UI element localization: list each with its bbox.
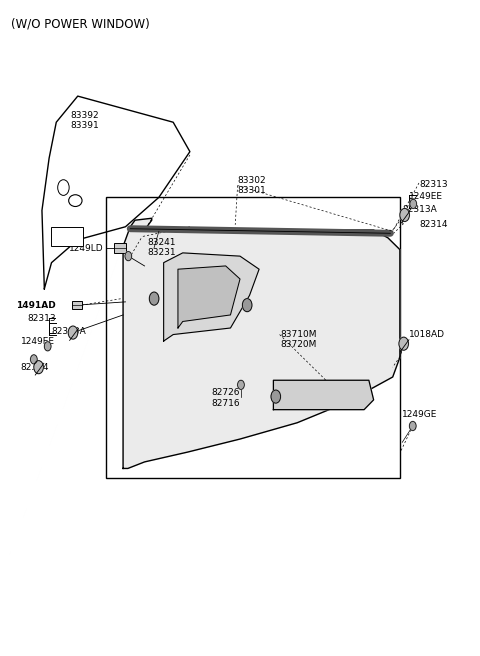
- Text: 82726
82716: 82726 82716: [211, 388, 240, 407]
- Text: 83710M
83720M: 83710M 83720M: [281, 330, 317, 350]
- Circle shape: [34, 361, 43, 374]
- Text: 82313: 82313: [419, 180, 447, 189]
- Circle shape: [125, 251, 132, 260]
- Text: 1249LD: 1249LD: [70, 244, 104, 253]
- Circle shape: [68, 326, 78, 339]
- Polygon shape: [274, 380, 373, 409]
- Text: 82313A: 82313A: [402, 205, 437, 214]
- Text: 1249EE: 1249EE: [21, 337, 54, 346]
- Circle shape: [271, 390, 281, 403]
- Text: 82313A: 82313A: [51, 327, 86, 336]
- Bar: [72, 301, 82, 310]
- Circle shape: [31, 355, 37, 364]
- Bar: [107, 197, 400, 478]
- Text: 82314: 82314: [419, 220, 447, 230]
- Polygon shape: [164, 253, 259, 341]
- Text: 1491AD: 1491AD: [16, 300, 56, 310]
- Circle shape: [399, 337, 408, 350]
- Circle shape: [409, 421, 416, 430]
- Text: 1249GE: 1249GE: [402, 410, 438, 419]
- Text: 82314: 82314: [21, 363, 49, 372]
- Bar: [51, 227, 83, 247]
- Polygon shape: [178, 266, 240, 328]
- Ellipse shape: [69, 195, 82, 207]
- Circle shape: [238, 380, 244, 390]
- Circle shape: [242, 298, 252, 312]
- Text: 1018AD: 1018AD: [409, 330, 445, 339]
- Text: 82313: 82313: [28, 314, 56, 323]
- Text: 1249EE: 1249EE: [409, 192, 444, 201]
- Text: 83241
83231: 83241 83231: [147, 238, 176, 257]
- Polygon shape: [123, 218, 400, 468]
- Text: (W/O POWER WINDOW): (W/O POWER WINDOW): [11, 18, 150, 31]
- Circle shape: [410, 199, 417, 209]
- Circle shape: [400, 209, 409, 222]
- Text: 83392
83391: 83392 83391: [71, 111, 99, 130]
- Circle shape: [44, 342, 51, 351]
- Text: 83302
83301: 83302 83301: [238, 176, 266, 195]
- Bar: [114, 243, 126, 253]
- Circle shape: [149, 292, 159, 305]
